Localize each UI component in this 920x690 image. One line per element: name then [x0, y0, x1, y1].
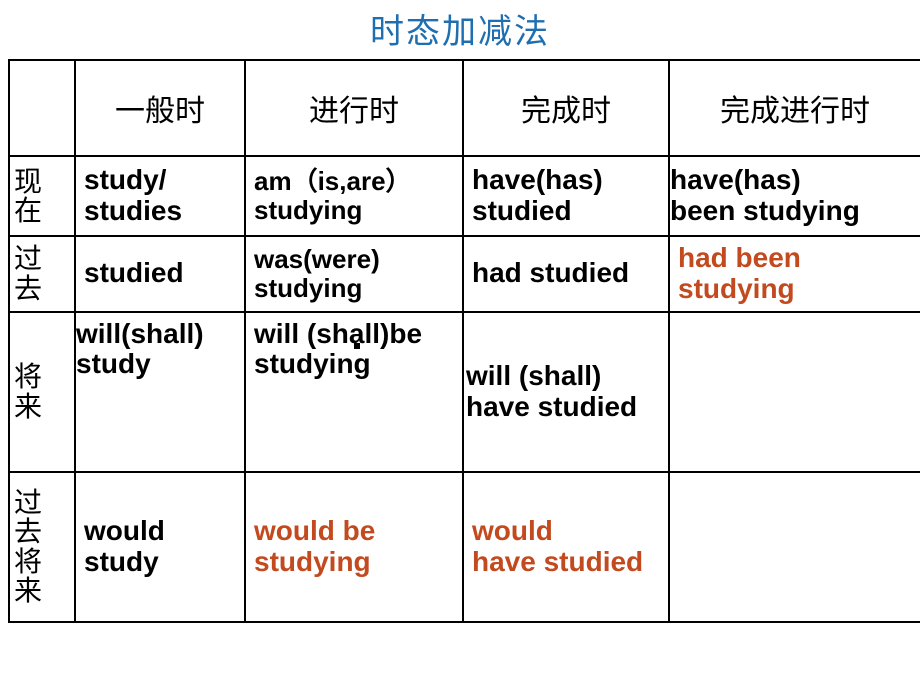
cell: would be studying: [245, 472, 463, 622]
header-col: 完成进行时: [669, 60, 920, 156]
cell: would study: [75, 472, 245, 622]
cell: have(has) been studying: [669, 156, 920, 236]
table-row: 过去 将来 would study would be studying woul…: [9, 472, 920, 622]
table-row: 将来 will(shall) study will (shall)be stud…: [9, 312, 920, 472]
cell: had been studying: [669, 236, 920, 312]
cell: was(were) studying: [245, 236, 463, 312]
row-label: 过去 将来: [9, 472, 75, 622]
cell: will (shall) have studied: [463, 312, 669, 472]
cell: had studied: [463, 236, 669, 312]
table-row: 现在 study/ studies am（is,are） studying ha…: [9, 156, 920, 236]
cell: would have studied: [463, 472, 669, 622]
cell: studied: [75, 236, 245, 312]
cell: [669, 472, 920, 622]
header-blank: [9, 60, 75, 156]
page-title: 时态加减法: [0, 0, 920, 59]
header-col: 一般时: [75, 60, 245, 156]
header-col: 完成时: [463, 60, 669, 156]
cell: will(shall) study: [75, 312, 245, 472]
cell: study/ studies: [75, 156, 245, 236]
cell: am（is,are） studying: [245, 156, 463, 236]
row-label: 将来: [9, 312, 75, 472]
table-row: 一般时 进行时 完成时 完成进行时: [9, 60, 920, 156]
cell: [669, 312, 920, 472]
cell: have(has) studied: [463, 156, 669, 236]
row-label: 过去: [9, 236, 75, 312]
cell: will (shall)be studying: [245, 312, 463, 472]
header-col: 进行时: [245, 60, 463, 156]
table-row: 过去 studied was(were) studying had studie…: [9, 236, 920, 312]
tense-table: 一般时 进行时 完成时 完成进行时 现在 study/ studies am（i…: [8, 59, 920, 623]
row-label: 现在: [9, 156, 75, 236]
